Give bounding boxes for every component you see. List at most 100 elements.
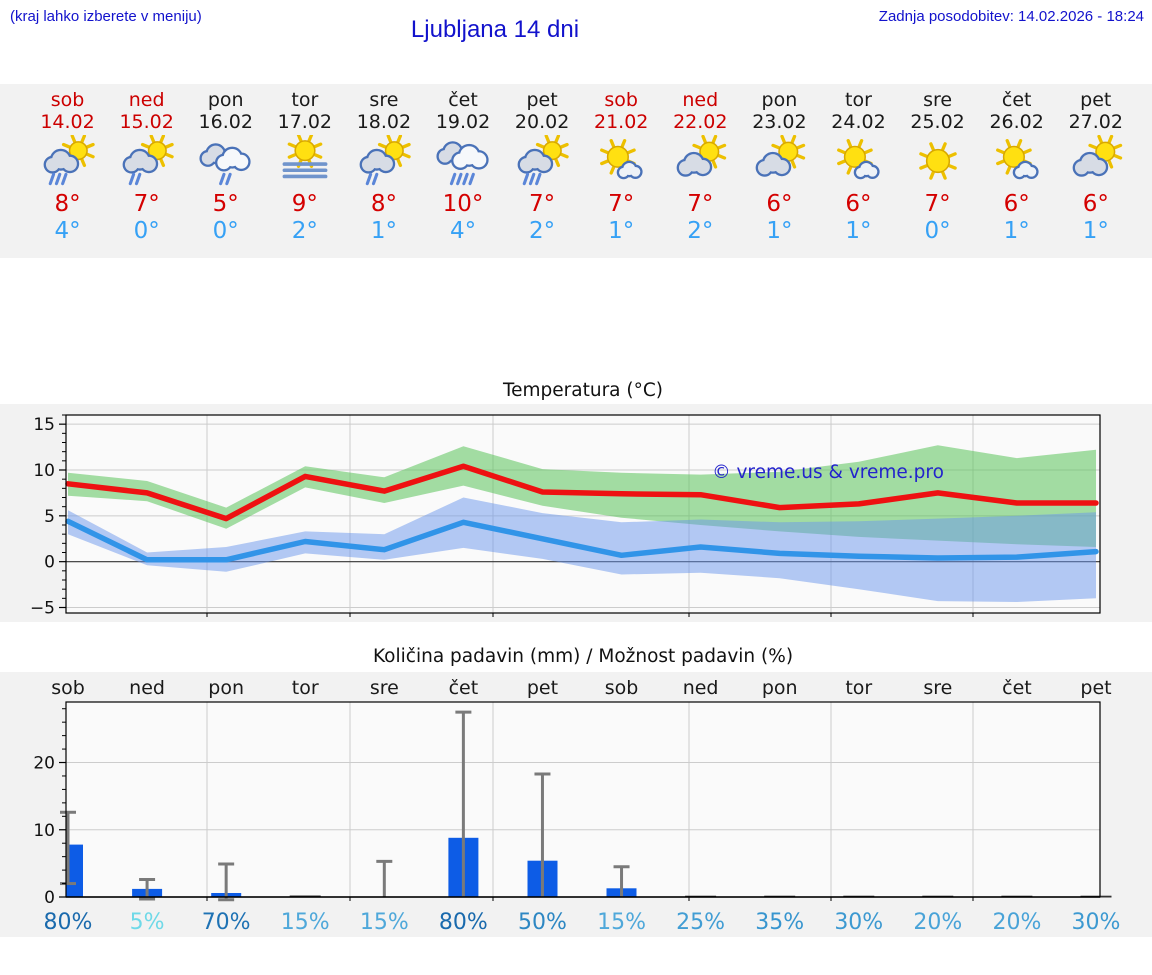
day-name: čet xyxy=(448,89,478,111)
day-max-temp: 6° xyxy=(1082,191,1109,217)
precip-day-label: sre xyxy=(370,677,399,699)
sun-cloud-heavy-rain-icon xyxy=(503,134,582,191)
y-axis-label: 0 xyxy=(44,888,55,908)
sun-cloud-icon xyxy=(1056,134,1135,191)
day-name: čet xyxy=(1001,89,1032,111)
day-name: tor xyxy=(291,89,319,111)
days-strip: sob 14.02 8° 4° ned 15.02 7° 0° pon 16.0… xyxy=(0,84,1152,258)
day-max-temp: 6° xyxy=(766,191,793,217)
day-column: ned 22.02 7° 2° xyxy=(661,84,740,258)
sun-cloud-icon xyxy=(740,134,819,191)
precip-day-label: čet xyxy=(449,677,479,699)
precip-percent-label: 5% xyxy=(130,910,165,935)
day-name: pet xyxy=(1080,89,1112,111)
min-temp-line xyxy=(65,518,1099,563)
chart-title: Temperatura (°C) xyxy=(502,380,663,401)
y-axis-label: −5 xyxy=(30,599,55,619)
max-temp-line xyxy=(65,463,1099,522)
day-min-temp: 2° xyxy=(529,218,556,244)
precip-day-label: ned xyxy=(683,677,719,699)
day-max-temp: 8° xyxy=(370,191,397,217)
chart-title: Količina padavin (mm) / Možnost padavin … xyxy=(373,646,793,667)
day-name: ned xyxy=(128,89,165,111)
day-column: pet 20.02 7° 2° xyxy=(503,84,582,258)
day-column: sob 21.02 7° 1° xyxy=(582,84,661,258)
sun-cloud-heavy-rain-icon xyxy=(28,134,107,191)
day-max-temp: 7° xyxy=(133,191,160,217)
sun-small-cloud-icon xyxy=(582,135,661,191)
precip-percent-label: 15% xyxy=(360,910,409,935)
day-max-temp: 8° xyxy=(54,191,81,217)
day-column: sre 18.02 8° 1° xyxy=(344,84,423,258)
day-date: 27.02 xyxy=(1068,111,1123,133)
day-date: 15.02 xyxy=(119,111,174,133)
precip-percent-label: 20% xyxy=(992,910,1041,935)
precip-day-label: pet xyxy=(1080,677,1111,699)
day-min-temp: 0° xyxy=(924,218,951,244)
day-max-temp: 5° xyxy=(212,191,239,217)
day-max-temp: 9° xyxy=(291,191,318,217)
sun-icon xyxy=(898,135,977,191)
day-max-temp: 7° xyxy=(687,191,714,217)
precip-day-label: ned xyxy=(129,677,165,699)
temperature-chart: 15 10 5 0 −5 Temperatura (°C) © vreme.us & vre… xyxy=(0,380,1152,622)
day-name: pon xyxy=(761,89,798,111)
day-max-temp: 6° xyxy=(1003,191,1030,217)
day-column: tor 17.02 9° 2° xyxy=(265,84,344,258)
day-date: 17.02 xyxy=(277,111,333,133)
day-max-temp: 7° xyxy=(529,191,556,217)
day-name: sre xyxy=(369,89,399,111)
y-axis-label: 20 xyxy=(33,754,55,774)
clouds-heavy-rain-icon xyxy=(423,135,502,191)
sun-cloud-light-rain-icon xyxy=(107,134,186,191)
y-axis-label: 10 xyxy=(33,461,55,481)
day-column: pet 27.02 6° 1° xyxy=(1056,84,1135,258)
day-column: pon 23.02 6° 1° xyxy=(740,84,819,258)
precip-percent-label: 20% xyxy=(913,910,962,935)
precip-day-label: sob xyxy=(51,677,85,699)
day-max-temp: 10° xyxy=(442,191,484,217)
precip-day-label: tor xyxy=(845,677,872,699)
y-axis-label: 0 xyxy=(44,553,55,573)
precip-percent-label: 80% xyxy=(44,910,93,935)
precip-percent-label: 30% xyxy=(834,910,883,935)
page-title: Ljubljana 14 dni xyxy=(410,16,580,43)
day-column: pon 16.02 5° 0° xyxy=(186,84,265,258)
day-name: tor xyxy=(845,89,872,111)
day-date: 22.02 xyxy=(673,111,728,133)
precip-day-label: sob xyxy=(605,677,639,699)
day-date: 16.02 xyxy=(198,111,253,133)
day-min-temp: 2° xyxy=(687,218,714,244)
day-min-temp: 1° xyxy=(370,218,397,244)
day-column: čet 19.02 10° 4° xyxy=(423,84,502,258)
day-column: sob 14.02 8° 4° xyxy=(28,84,107,258)
day-min-temp: 0° xyxy=(133,218,160,244)
y-axis-label: 5 xyxy=(44,507,55,527)
y-axis-label: 15 xyxy=(33,415,55,435)
sun-cloud-icon xyxy=(661,134,740,191)
day-min-temp: 1° xyxy=(608,218,635,244)
precipitation-chart: sob ned pon tor sre čet pet sob ned pon tor sre čet p… xyxy=(0,646,1152,937)
precip-percent-label: 70% xyxy=(202,910,251,935)
day-date: 20.02 xyxy=(514,111,570,133)
day-column: tor 24.02 6° 1° xyxy=(819,84,898,258)
day-min-temp: 1° xyxy=(1003,218,1030,244)
day-max-temp: 7° xyxy=(924,191,951,217)
location-hint: (kraj lahko izberete v meniju) xyxy=(10,8,202,25)
day-date: 18.02 xyxy=(356,111,412,133)
precip-day-label: pon xyxy=(208,677,244,699)
clouds-light-rain-icon xyxy=(186,135,265,191)
day-date: 19.02 xyxy=(435,111,491,133)
day-column: ned 15.02 7° 0° xyxy=(107,84,186,258)
sun-fog-icon xyxy=(265,133,344,191)
precip-percent-label: 35% xyxy=(755,910,804,935)
day-date: 25.02 xyxy=(910,111,965,133)
sun-small-cloud-icon xyxy=(977,135,1056,191)
day-max-temp: 7° xyxy=(608,191,635,217)
day-min-temp: 1° xyxy=(845,218,872,244)
precip-percent-label: 25% xyxy=(676,910,725,935)
precip-percent-label: 15% xyxy=(597,910,646,935)
day-name: ned xyxy=(682,89,719,111)
day-min-temp: 0° xyxy=(212,218,239,244)
day-name: sre xyxy=(923,89,953,111)
